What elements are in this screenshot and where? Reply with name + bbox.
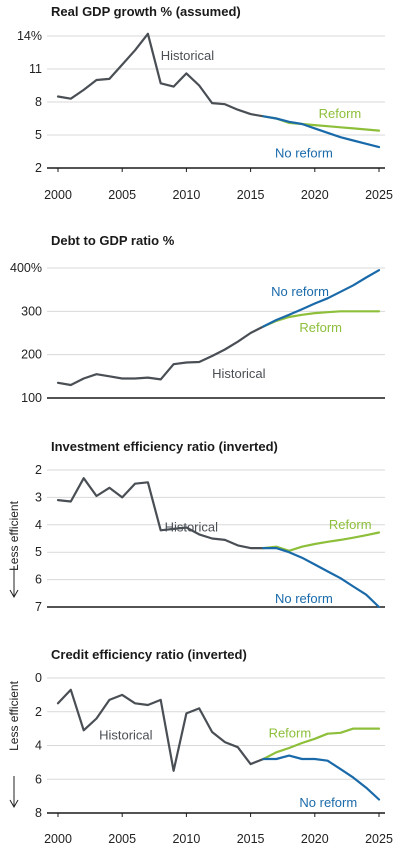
y-tick-label: 200: [21, 348, 42, 362]
series-lines: [56, 688, 381, 801]
annotation-reform: Reform: [269, 726, 312, 741]
series-line-historical: [56, 32, 265, 118]
chart-title: Real GDP growth % (assumed): [51, 4, 241, 19]
annotation-reform: Reform: [329, 517, 372, 532]
y-tick-label: 3: [35, 490, 42, 504]
series-line-historical: [56, 477, 265, 550]
x-tick-label: 2010: [172, 188, 200, 202]
chart-panel-credit-efficiency: Credit efficiency ratio (inverted) Less …: [7, 647, 393, 846]
annotation-reform: Reform: [319, 106, 362, 121]
chart-title: Debt to GDP ratio %: [51, 233, 175, 248]
annotation-no-reform: No reform: [275, 591, 333, 606]
annotation-historical: Historical: [161, 48, 215, 63]
annotation-historical: Historical: [212, 366, 266, 381]
down-arrow-icon: [9, 776, 19, 809]
chart-panel-debt-to-gdp: Debt to GDP ratio % 100 200 300 400% No ref…: [10, 233, 385, 405]
gridlines: [47, 35, 385, 136]
x-tick-label: 2020: [301, 832, 329, 846]
x-tick-label: 2020: [301, 188, 329, 202]
series-lines: [56, 32, 381, 149]
x-tick-label: 2005: [108, 188, 136, 202]
y-tick-label: 2: [35, 463, 42, 477]
x-tick-label: 2010: [172, 832, 200, 846]
series-line-historical: [56, 688, 265, 772]
down-arrow-icon: [9, 566, 19, 599]
series-line-historical: [56, 325, 265, 387]
chart-title: Credit efficiency ratio (inverted): [51, 647, 247, 662]
series-line-no-reform: [262, 269, 381, 328]
y-tick-label: 2: [35, 705, 42, 719]
x-tick-label: 2005: [108, 832, 136, 846]
chart-title: Investment efficiency ratio (inverted): [51, 439, 278, 454]
y-tick-label: 100: [21, 391, 42, 405]
x-tick-label: 2015: [237, 188, 265, 202]
y-tick-label: 5: [35, 128, 42, 142]
y-tick-label: 6: [35, 772, 42, 786]
chart-panel-investment-efficiency: Investment efficiency ratio (inverted) L…: [7, 439, 385, 614]
series-annotations: Historical Reform No reform: [165, 517, 372, 606]
series-line-reform: [262, 531, 381, 552]
annotation-historical: Historical: [99, 727, 153, 742]
annotation-no-reform: No reform: [271, 284, 329, 299]
series-line-no-reform: [262, 115, 381, 149]
y-tick-label: 11: [29, 62, 42, 76]
x-tick-label: 2000: [44, 832, 72, 846]
series-line-no-reform: [262, 546, 381, 609]
x-tick-label: 2000: [44, 188, 72, 202]
chart-panel-gdp-growth: Real GDP growth % (assumed) 2 5 8 11 14% 200…: [17, 4, 393, 202]
y-tick-label: 8: [35, 95, 42, 109]
y-tick-labels: 0 2 4 6 8: [35, 671, 42, 820]
y-tick-label: 400%: [10, 261, 42, 275]
y-tick-label: 6: [35, 573, 42, 587]
series-annotations: Historical Reform No reform: [99, 726, 357, 810]
x-tick-label: 2025: [365, 832, 393, 846]
y-tick-label: 7: [35, 600, 42, 614]
y-tick-label: 0: [35, 671, 42, 685]
series-line-reform: [262, 310, 381, 328]
y-tick-label: 2: [35, 161, 42, 175]
series-lines: [56, 477, 381, 609]
x-tick-label: 2015: [237, 832, 265, 846]
annotation-no-reform: No reform: [275, 146, 333, 161]
series-annotations: Historical Reform No reform: [161, 48, 362, 161]
side-label: Less efficient: [7, 680, 21, 750]
y-tick-label: 4: [35, 518, 42, 532]
annotation-historical: Historical: [165, 520, 219, 535]
y-tick-labels: 2 5 8 11 14%: [17, 29, 42, 175]
x-tick-labels: 2000 2005 2010 2015 2020 2025: [44, 813, 393, 846]
y-tick-label: 5: [35, 545, 42, 559]
series-line-no-reform: [262, 754, 381, 801]
y-tick-label: 8: [35, 806, 42, 820]
x-tick-labels: 2000 2005 2010 2015 2020 2025: [44, 168, 393, 202]
gridlines: [47, 469, 385, 581]
y-tick-labels: 100 200 300 400%: [10, 261, 42, 405]
y-tick-label: 300: [21, 304, 42, 318]
y-tick-labels: 2 3 4 5 6 7: [35, 463, 42, 614]
annotation-no-reform: No reform: [299, 795, 357, 810]
series-line-reform: [262, 727, 381, 761]
side-label: Less efficient: [7, 500, 21, 570]
y-tick-label: 14%: [17, 29, 42, 43]
series-lines: [56, 269, 381, 387]
y-tick-label: 4: [35, 739, 42, 753]
annotation-reform: Reform: [299, 320, 342, 335]
x-tick-label: 2025: [365, 188, 393, 202]
gridlines: [47, 677, 385, 780]
series-annotations: No reform Reform Historical: [212, 284, 342, 381]
